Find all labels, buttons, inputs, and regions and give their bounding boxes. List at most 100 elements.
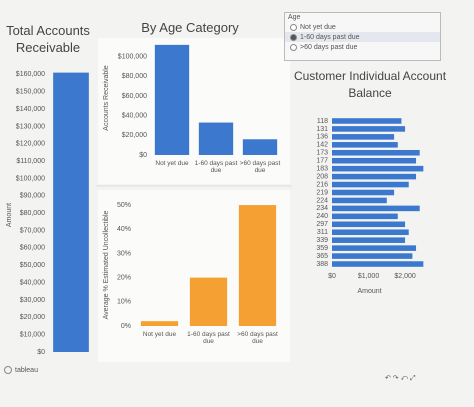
legend-label: Not yet due xyxy=(300,23,336,31)
y-axis-label: Amount xyxy=(6,203,13,227)
y-tick-label: $30,000 xyxy=(20,297,45,304)
bar xyxy=(332,245,417,251)
bar xyxy=(332,221,406,228)
bar xyxy=(332,149,420,156)
y-tick-label: $70,000 xyxy=(20,227,45,234)
y-tick-label: 208 xyxy=(316,173,328,180)
y-tick-label: $130,000 xyxy=(16,123,45,130)
y-tick-label: $150,000 xyxy=(16,89,45,96)
y-tick-label: 183 xyxy=(316,166,328,173)
bar xyxy=(242,139,278,155)
y-tick-label: $100,000 xyxy=(16,175,45,182)
y-tick-label: $90,000 xyxy=(20,193,45,200)
x-tick-label: $0 xyxy=(328,273,336,280)
legend-item[interactable]: 1-60 days past due xyxy=(285,32,440,42)
y-tick-label: 10% xyxy=(117,299,131,306)
chart-title: By Age Category xyxy=(141,20,239,35)
bar xyxy=(332,213,398,220)
y-tick-label: 50% xyxy=(117,202,131,209)
bar xyxy=(332,237,406,243)
y-tick-label: $60,000 xyxy=(122,93,147,100)
y-tick-label: 365 xyxy=(316,253,328,260)
chart-title: Total Accounts Receivable xyxy=(6,23,90,55)
y-tick-label: 359 xyxy=(316,245,328,252)
legend-label: >60 days past due xyxy=(300,43,358,51)
radio[interactable] xyxy=(290,33,297,41)
y-tick-label: 224 xyxy=(316,197,328,204)
bar xyxy=(332,261,424,267)
y-tick-label: $50,000 xyxy=(20,262,45,269)
legend: Age Not yet due 1-60 days past due >60 day… xyxy=(284,12,441,61)
x-axis-label: Amount xyxy=(357,288,381,295)
y-tick-label: $80,000 xyxy=(20,210,45,217)
y-tick-label: 240 xyxy=(316,213,328,220)
y-tick-label: 234 xyxy=(316,205,328,212)
logo-icon xyxy=(4,366,12,374)
y-tick-label: $0 xyxy=(37,349,45,356)
bar xyxy=(332,134,395,140)
y-tick-label: 173 xyxy=(316,150,328,157)
bar xyxy=(189,277,228,326)
bar xyxy=(332,142,398,148)
y-tick-label: 40% xyxy=(117,226,131,233)
y-tick-label: 177 xyxy=(316,158,328,165)
y-axis-label: Average % Estimated Uncollectible xyxy=(103,210,110,319)
legend-title: Age xyxy=(288,14,301,21)
y-tick-label: 142 xyxy=(316,142,328,149)
y-tick-label: $40,000 xyxy=(20,279,45,286)
y-tick-label: 30% xyxy=(117,250,131,257)
y-tick-label: $120,000 xyxy=(16,141,45,148)
x-tick-label: 1-60 days past due xyxy=(194,160,238,174)
bar xyxy=(332,189,395,196)
bar xyxy=(140,321,179,326)
bar xyxy=(332,126,406,132)
toolbar-icons[interactable]: ↶ ↷ ⤺ ⤢ xyxy=(385,375,416,382)
y-axis-label: Accounts Receivable xyxy=(103,65,110,130)
bar xyxy=(198,122,234,155)
y-tick-label: $60,000 xyxy=(20,245,45,252)
x-tick-label: Not yet due xyxy=(155,160,189,167)
y-tick-label: 388 xyxy=(316,261,328,268)
bar xyxy=(332,229,409,236)
x-tick-label: 1-60 days past due xyxy=(187,331,230,345)
y-tick-label: 131 xyxy=(316,126,328,133)
y-tick-label: $20,000 xyxy=(20,314,45,321)
y-tick-label: $20,000 xyxy=(122,132,147,139)
legend-label: 1-60 days past due xyxy=(300,33,360,41)
y-tick-label: $10,000 xyxy=(20,331,45,338)
legend-item[interactable]: Not yet due xyxy=(285,22,440,32)
y-tick-label: 136 xyxy=(316,134,328,141)
bar xyxy=(53,72,89,352)
y-tick-label: $0 xyxy=(139,152,147,159)
y-tick-label: 0% xyxy=(121,323,131,330)
radio[interactable] xyxy=(290,43,297,51)
bar xyxy=(332,157,417,164)
y-tick-label: 20% xyxy=(117,274,131,281)
y-tick-label: 297 xyxy=(316,221,328,228)
y-tick-label: 216 xyxy=(316,181,328,188)
y-tick-label: 311 xyxy=(317,229,328,236)
y-tick-label: $80,000 xyxy=(122,73,147,80)
footer: tableau xyxy=(15,367,38,374)
bar xyxy=(332,205,420,212)
bar xyxy=(332,165,424,172)
y-tick-label: $160,000 xyxy=(16,71,45,78)
x-tick-label: >60 days past due xyxy=(237,331,278,345)
x-tick-label: Not yet due xyxy=(142,331,177,338)
y-tick-label: 339 xyxy=(316,237,328,244)
y-tick-label: 118 xyxy=(317,118,328,125)
bar xyxy=(154,44,190,155)
bar xyxy=(238,205,277,326)
x-tick-label: $2,000 xyxy=(394,273,416,280)
legend-item[interactable]: >60 days past due xyxy=(285,42,440,52)
y-tick-label: $110,000 xyxy=(16,158,45,165)
x-tick-label: $1,000 xyxy=(358,273,380,280)
bar xyxy=(332,181,409,188)
y-tick-label: $140,000 xyxy=(16,106,45,113)
bar xyxy=(332,173,417,180)
y-tick-label: $40,000 xyxy=(122,113,147,120)
x-tick-label: >60 days past due xyxy=(239,160,281,174)
radio[interactable] xyxy=(290,23,297,31)
